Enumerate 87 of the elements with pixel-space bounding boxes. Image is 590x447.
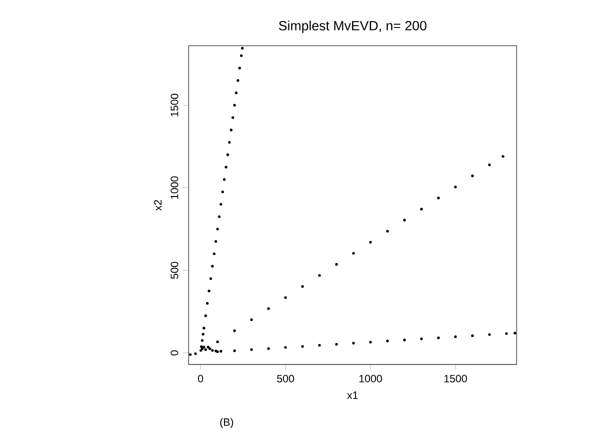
point <box>230 128 232 132</box>
point <box>208 347 212 350</box>
point <box>318 274 321 277</box>
point <box>236 79 240 82</box>
point <box>437 196 440 200</box>
point <box>267 307 270 310</box>
point <box>214 350 218 352</box>
point <box>216 228 219 230</box>
point <box>234 91 238 94</box>
point <box>204 314 207 318</box>
point <box>202 346 206 348</box>
y-tick-label: 500 <box>170 262 178 279</box>
point <box>220 350 222 353</box>
point <box>335 263 338 266</box>
point <box>233 329 236 332</box>
x-tick-label: 1500 <box>444 374 467 382</box>
point <box>420 338 423 340</box>
point <box>369 240 372 244</box>
point <box>228 141 231 144</box>
point <box>471 174 474 178</box>
point <box>218 215 221 218</box>
point <box>222 178 226 181</box>
point <box>403 218 406 222</box>
point <box>403 338 406 342</box>
point <box>386 340 389 342</box>
y-axis-title: x2 <box>154 200 162 211</box>
point <box>454 335 457 338</box>
point <box>318 344 321 347</box>
point <box>471 334 474 338</box>
point <box>502 155 504 158</box>
point <box>386 230 389 233</box>
point <box>238 66 241 70</box>
point <box>211 349 214 352</box>
point <box>231 116 234 119</box>
chart-title: Simplest MvEVD, n= 200 <box>278 20 426 34</box>
y-tick-label: 0 <box>170 350 178 356</box>
point <box>454 186 457 188</box>
point <box>284 296 287 299</box>
point <box>200 345 203 348</box>
point <box>221 190 224 194</box>
point <box>200 339 204 342</box>
point <box>284 346 287 349</box>
point <box>226 153 230 156</box>
point <box>200 347 204 350</box>
point <box>241 46 244 50</box>
point <box>250 318 253 322</box>
x-axis-title: x1 <box>347 392 358 399</box>
point <box>488 333 491 336</box>
point <box>369 340 372 344</box>
point <box>250 348 253 351</box>
point <box>202 326 206 330</box>
point <box>301 345 304 348</box>
point <box>211 264 214 268</box>
text: (B) <box>220 418 234 428</box>
point <box>204 348 207 351</box>
point <box>301 285 304 288</box>
y-tick-label: 1000 <box>170 176 178 199</box>
point <box>514 332 516 334</box>
x-tick-label: 500 <box>277 374 294 382</box>
point <box>352 342 355 344</box>
point <box>267 347 270 350</box>
point <box>206 346 210 348</box>
point <box>208 290 210 292</box>
y-tick-label: 1500 <box>170 94 178 116</box>
point <box>206 302 209 305</box>
point <box>335 342 338 346</box>
point <box>194 352 197 356</box>
point <box>240 54 243 58</box>
x-tick-label: 1000 <box>359 374 382 382</box>
point <box>212 252 216 256</box>
point <box>233 104 236 107</box>
point <box>488 163 491 166</box>
x-tick-label: 0 <box>198 374 204 382</box>
point <box>216 350 219 354</box>
point <box>505 332 508 335</box>
point <box>352 252 355 255</box>
point <box>224 166 228 168</box>
point <box>202 332 204 336</box>
point <box>437 336 440 340</box>
point <box>233 349 236 352</box>
point <box>189 353 192 356</box>
point <box>214 240 218 243</box>
point <box>420 208 423 210</box>
point <box>216 340 219 344</box>
point <box>200 349 202 352</box>
point <box>209 277 212 280</box>
point <box>220 202 222 206</box>
